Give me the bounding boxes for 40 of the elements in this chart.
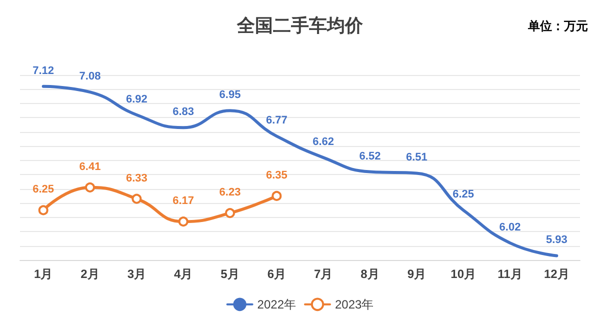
data-label: 7.08 xyxy=(79,70,101,83)
data-label: 6.17 xyxy=(172,195,194,208)
point xyxy=(132,194,142,204)
data-label: 6.83 xyxy=(172,106,194,118)
x-tick-label: 4月 xyxy=(174,267,193,281)
x-tick-label: 7月 xyxy=(314,267,333,281)
data-label: 6.23 xyxy=(219,186,241,199)
x-tick-label: 11月 xyxy=(498,267,522,281)
x-tick-label: 9月 xyxy=(407,267,426,281)
x-tick-label: 10月 xyxy=(450,267,476,281)
data-label: 6.77 xyxy=(266,114,288,127)
x-tick-label: 1月 xyxy=(34,267,53,281)
point xyxy=(85,182,95,192)
data-label: 5.93 xyxy=(546,234,568,246)
data-label: 6.95 xyxy=(219,89,241,102)
data-label: 6.02 xyxy=(499,221,521,234)
point xyxy=(272,190,282,201)
x-tick-label: 12月 xyxy=(544,267,570,281)
x-tick-label: 5月 xyxy=(220,267,240,281)
data-label: 6.92 xyxy=(126,93,148,106)
data-label: 6.35 xyxy=(266,169,288,182)
point xyxy=(178,216,188,227)
data-label: 6.41 xyxy=(79,160,101,173)
data-label: 6.52 xyxy=(359,150,381,162)
text: 单位：万元 xyxy=(527,19,588,33)
data-label: 7.12 xyxy=(32,64,54,77)
data-label: 6.62 xyxy=(312,136,334,148)
x-tick-label: 8月 xyxy=(360,267,380,281)
x-tick-label: 2月 xyxy=(80,267,100,281)
point xyxy=(225,208,235,218)
x-tick-label: 6月 xyxy=(267,267,286,281)
legend-label: 2022年 xyxy=(257,297,296,312)
data-label: 6.33 xyxy=(126,172,148,184)
point xyxy=(38,205,48,216)
legend-label: 2023年 xyxy=(335,297,374,312)
data-label: 6.25 xyxy=(452,188,474,201)
chart-title: 全国二手车均价 xyxy=(236,16,364,36)
x-tick-label: 3月 xyxy=(127,267,146,281)
data-label: 6.51 xyxy=(406,152,428,164)
data-label: 6.25 xyxy=(32,184,54,196)
